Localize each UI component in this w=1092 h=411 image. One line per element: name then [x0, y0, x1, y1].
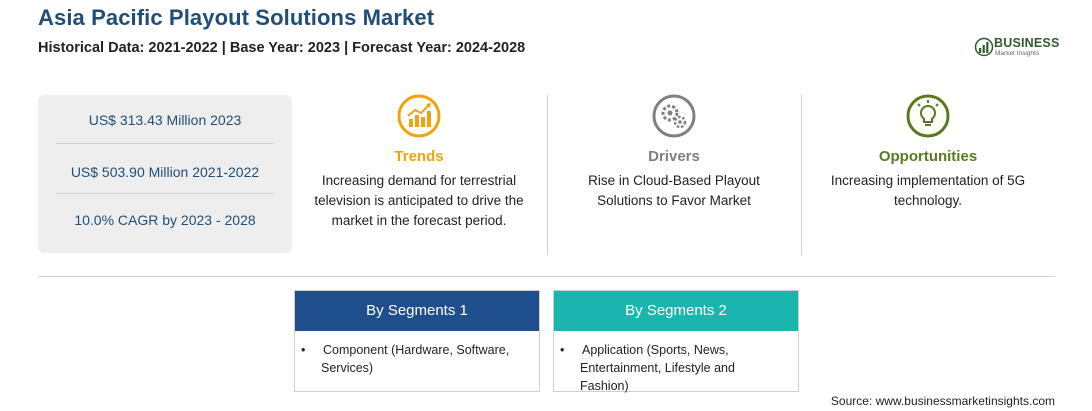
trending-chart-icon [397, 94, 441, 138]
logo-name: BUSINESS [994, 36, 1060, 50]
gears-icon [652, 94, 696, 138]
source-footer: Source: www.businessmarketinsights.com [830, 394, 1055, 408]
stats-panel: US$ 313.43 Million 2023 US$ 503.90 Milli… [38, 95, 292, 253]
list-item: • Component (Hardware, Software, Services… [301, 343, 510, 375]
page-title: Asia Pacific Playout Solutions Market [38, 5, 435, 30]
segment-card-2: By Segments 2 • Application (Sports, News… [553, 290, 799, 395]
segment-1-title: By Segments 1 [295, 291, 539, 331]
bullet-icon: • [560, 343, 565, 357]
lightbulb-icon [906, 94, 950, 138]
bullet-icon: • [301, 343, 306, 357]
logo-tagline: Market Insights [995, 50, 1040, 57]
logo-mark-icon [974, 37, 994, 57]
opportunities-label: Opportunities [878, 148, 978, 165]
opportunities-text: Increasing implementation of 5G technolo… [830, 173, 1026, 208]
column-divider [547, 95, 548, 255]
trends-label: Trends [394, 148, 444, 165]
stat-divider [56, 193, 274, 194]
segment-2-title: By Segments 2 [554, 291, 798, 331]
list-item: • Application (Sports, News, Entertainmen… [560, 343, 735, 393]
drivers-column: Drivers Rise in Cloud-Based Playout Solu… [547, 94, 801, 211]
section-divider [38, 276, 1055, 277]
brand-logo: BUSINESS Market Insights [974, 36, 1064, 60]
drivers-text: Rise in Cloud-Based Playout Solutions to… [588, 173, 760, 208]
segment-card-1: By Segments 1 • Component (Hardware, Soft… [294, 290, 540, 392]
stat-cagr: 10.0% CAGR by 2023 - 2028 [74, 212, 256, 228]
trends-text: Increasing demand for terrestrial televi… [314, 173, 524, 228]
drivers-label: Drivers [648, 148, 700, 165]
opportunities-column: Opportunities Increasing implementation … [801, 94, 1055, 211]
segment-2-list: • Application (Sports, News, Entertainmen… [554, 331, 798, 395]
trends-column: Trends Increasing demand for terrestrial… [292, 94, 546, 231]
column-divider [801, 95, 802, 255]
stat-divider [56, 143, 274, 144]
page-subtitle: Historical Data: 2021-2022 | Base Year: … [38, 40, 526, 56]
stat-market-size-historical: US$ 503.90 Million 2021-2022 [70, 164, 260, 180]
segment-1-list: • Component (Hardware, Software, Services… [295, 331, 539, 377]
stat-market-size-2023: US$ 313.43 Million 2023 [88, 112, 242, 128]
